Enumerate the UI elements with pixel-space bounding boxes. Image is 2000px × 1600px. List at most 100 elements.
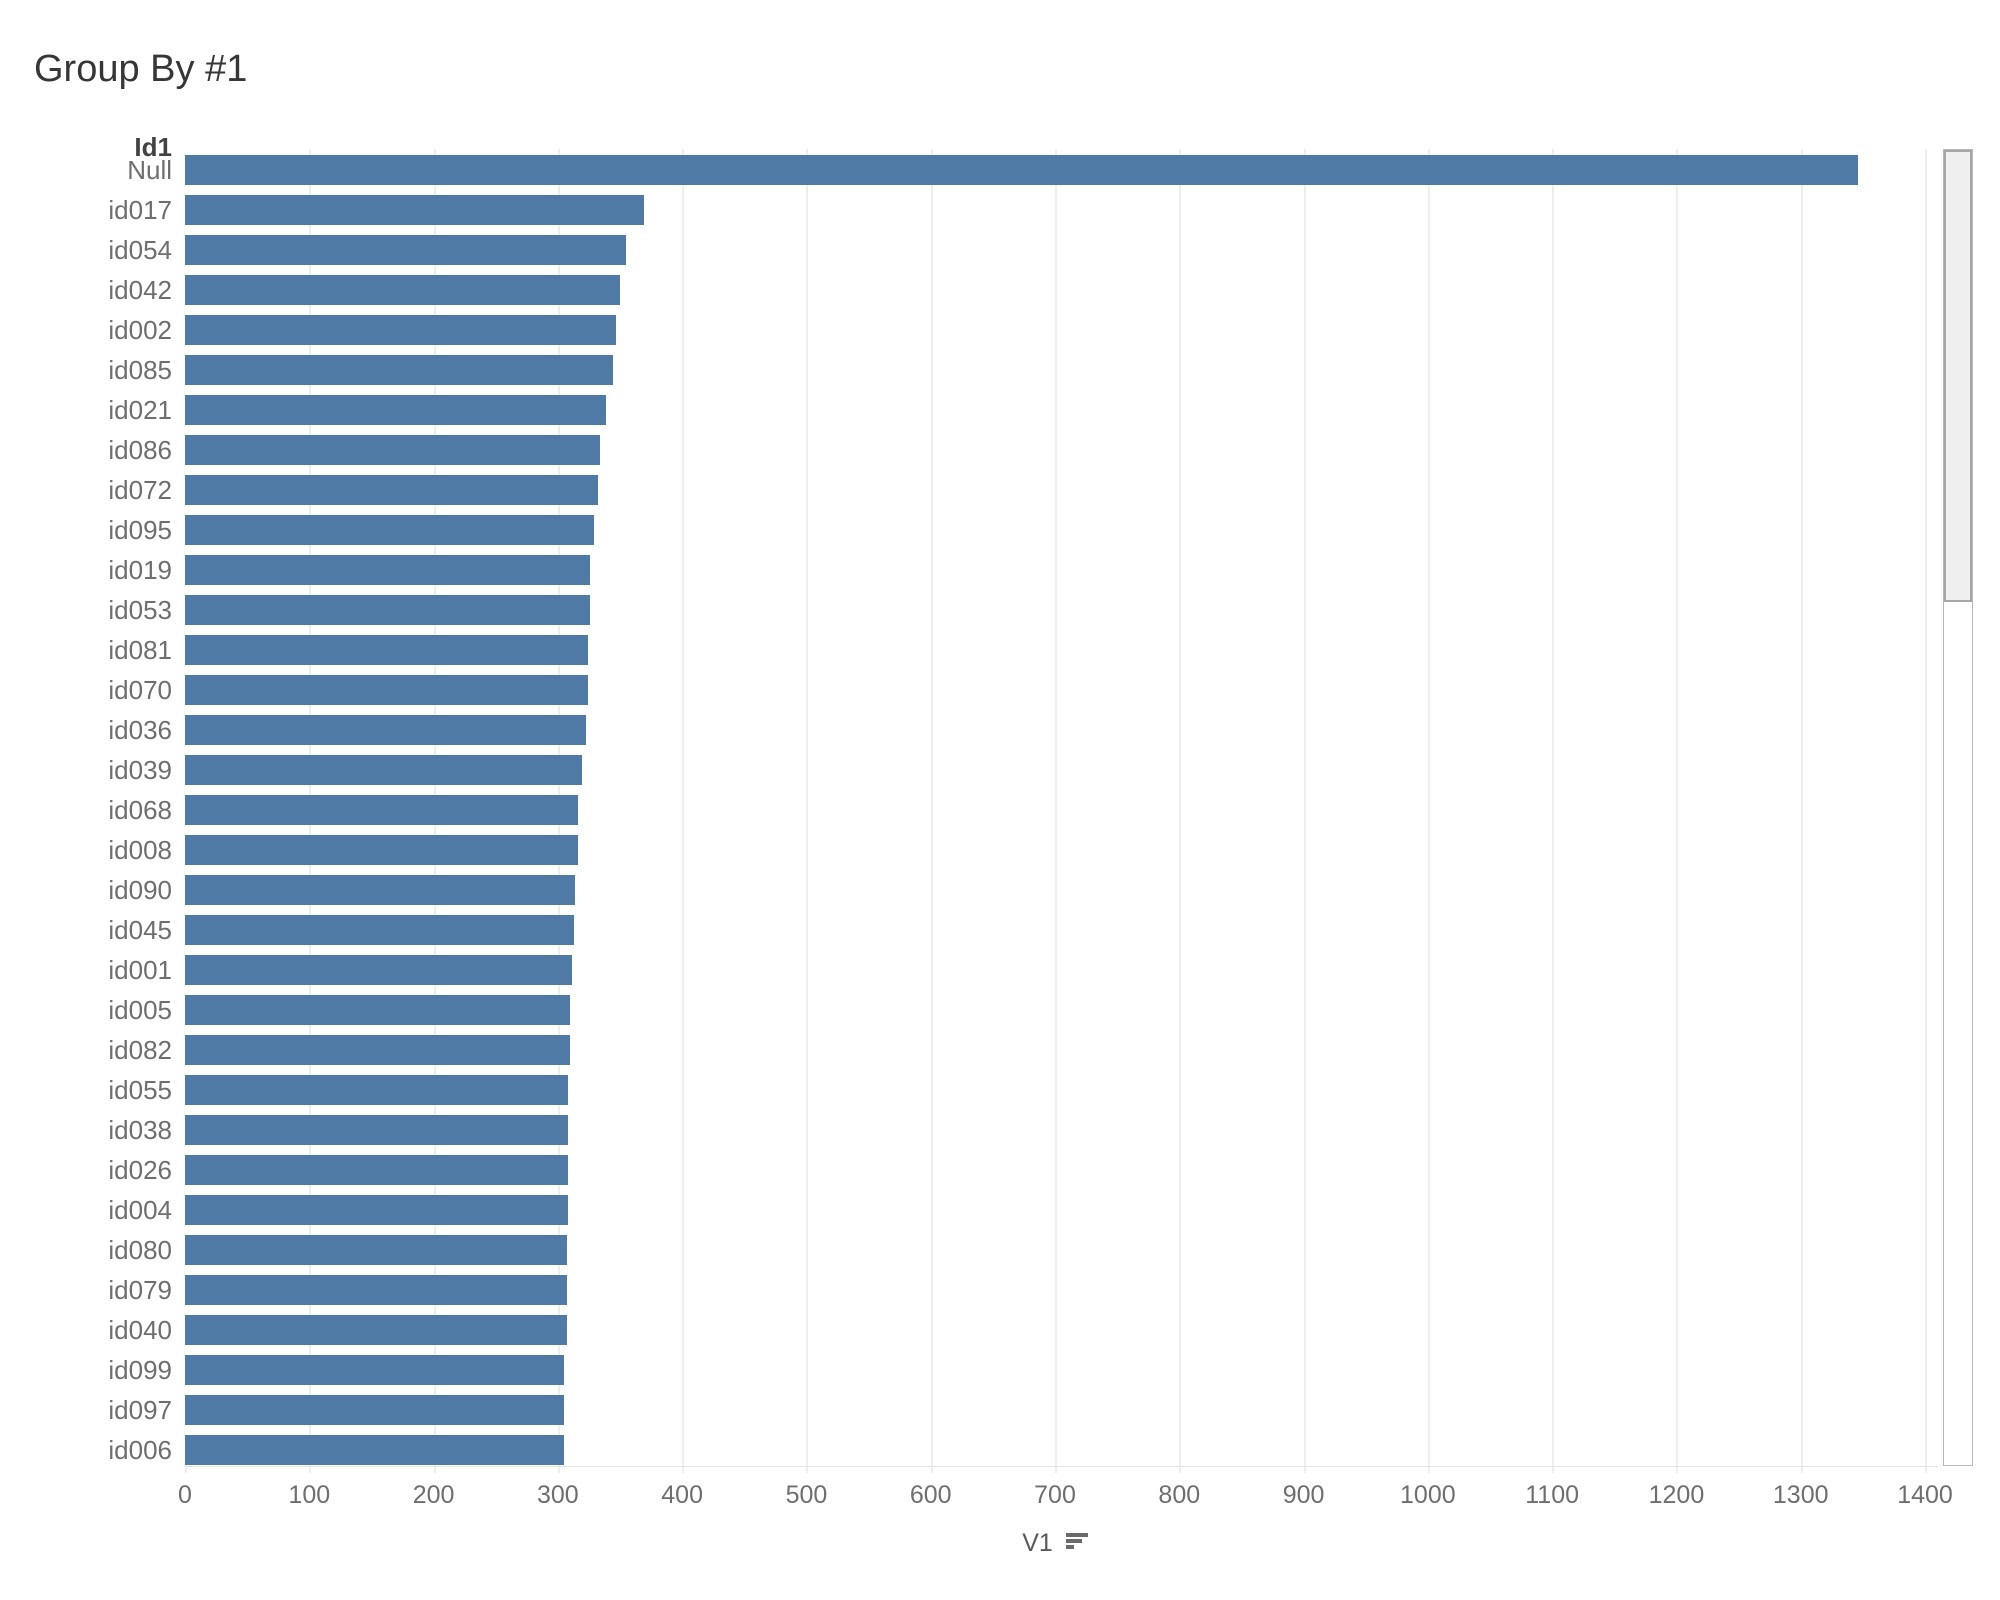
chart-row: id080 xyxy=(0,1230,1938,1270)
value-bar[interactable] xyxy=(185,275,620,305)
category-label[interactable]: id038 xyxy=(108,1114,172,1145)
value-bar[interactable] xyxy=(185,595,591,625)
category-label[interactable]: id036 xyxy=(108,714,172,745)
bar-area xyxy=(185,830,1938,870)
category-label[interactable]: id082 xyxy=(108,1034,172,1065)
value-bar[interactable] xyxy=(185,155,1858,185)
chart-row: id082 xyxy=(0,1030,1938,1070)
chart-row: id004 xyxy=(0,1190,1938,1230)
category-label[interactable]: id053 xyxy=(108,594,172,625)
x-tick-labels: 0 100 200 300 400 500 600 700 800 900 1000 1100 1200… xyxy=(0,1481,2000,1511)
value-bar[interactable] xyxy=(185,195,644,225)
value-bar[interactable] xyxy=(185,1035,571,1065)
value-bar[interactable] xyxy=(185,1115,568,1145)
value-bar[interactable] xyxy=(185,555,591,585)
category-label[interactable]: id042 xyxy=(108,274,172,305)
category-label[interactable]: id085 xyxy=(108,354,172,385)
bar-area xyxy=(185,1030,1938,1070)
x-tick-label: 300 xyxy=(536,1481,579,1509)
bar-area xyxy=(185,270,1938,310)
category-label[interactable]: id045 xyxy=(108,914,172,945)
bar-area xyxy=(185,550,1938,590)
category-label[interactable]: id086 xyxy=(108,434,172,465)
chart-row: id001 xyxy=(0,950,1938,990)
category-label[interactable]: id095 xyxy=(108,514,172,545)
value-bar[interactable] xyxy=(185,915,574,945)
chart-row: id055 xyxy=(0,1070,1938,1110)
category-label[interactable]: id079 xyxy=(108,1274,172,1305)
value-bar[interactable] xyxy=(185,395,607,425)
category-label[interactable]: id021 xyxy=(108,394,172,425)
category-label[interactable]: id026 xyxy=(108,1154,172,1185)
value-bar[interactable] xyxy=(185,675,588,705)
bar-area xyxy=(185,1110,1938,1150)
category-label[interactable]: id004 xyxy=(108,1194,172,1225)
value-bar[interactable] xyxy=(185,795,578,825)
category-label[interactable]: id002 xyxy=(108,314,172,345)
value-bar[interactable] xyxy=(185,1355,565,1385)
value-bar[interactable] xyxy=(185,475,598,505)
category-label[interactable]: id001 xyxy=(108,954,172,985)
vertical-scrollbar-track[interactable] xyxy=(1943,149,1973,1466)
value-bar[interactable] xyxy=(185,1235,567,1265)
sort-descending-icon[interactable] xyxy=(1065,1531,1088,1549)
category-label[interactable]: id006 xyxy=(108,1434,172,1465)
value-bar[interactable] xyxy=(185,755,582,785)
row-field-header[interactable]: Id1 xyxy=(134,132,172,162)
value-bar[interactable] xyxy=(185,1155,568,1185)
value-bar[interactable] xyxy=(185,235,627,265)
chart-row: id039 xyxy=(0,750,1938,790)
bar-area xyxy=(185,390,1938,430)
category-label[interactable]: id097 xyxy=(108,1394,172,1425)
value-bar[interactable] xyxy=(185,1075,568,1105)
category-label[interactable]: id019 xyxy=(108,554,172,585)
x-tick-label: 400 xyxy=(661,1481,703,1509)
value-bar[interactable] xyxy=(185,355,613,385)
category-label[interactable]: id008 xyxy=(108,834,172,865)
category-label[interactable]: id081 xyxy=(108,634,172,665)
x-axis-title: V1 xyxy=(1022,1529,1053,1557)
vertical-scrollbar-thumb[interactable] xyxy=(1944,150,1972,602)
value-bar[interactable] xyxy=(185,1195,568,1225)
category-label[interactable]: id090 xyxy=(108,874,172,905)
category-label[interactable]: id072 xyxy=(108,474,172,505)
bar-area xyxy=(185,1230,1938,1270)
value-bar[interactable] xyxy=(185,1435,565,1465)
value-bar[interactable] xyxy=(185,995,571,1025)
value-bar[interactable] xyxy=(185,1275,567,1305)
category-label[interactable]: id099 xyxy=(108,1354,172,1385)
value-bar[interactable] xyxy=(185,835,578,865)
chart-row: id072 xyxy=(0,470,1938,510)
category-label[interactable]: id070 xyxy=(108,674,172,705)
value-bar[interactable] xyxy=(185,1315,567,1345)
bar-area xyxy=(185,670,1938,710)
category-label[interactable]: id040 xyxy=(108,1314,172,1345)
x-tick-label: 700 xyxy=(1034,1481,1076,1509)
category-label[interactable]: id005 xyxy=(108,994,172,1025)
chart-row: id006 xyxy=(0,1430,1938,1470)
category-label[interactable]: id017 xyxy=(108,194,172,225)
x-axis-title-group: V1 xyxy=(185,1531,1925,1556)
chart-row: id002 xyxy=(0,310,1938,350)
chart-row: id019 xyxy=(0,550,1938,590)
rows: Null id017 id054 id042 id002 id085 xyxy=(0,150,1938,1470)
value-bar[interactable] xyxy=(185,315,617,345)
bar-area xyxy=(185,1190,1938,1230)
category-label[interactable]: id054 xyxy=(108,234,172,265)
chart-row: id042 xyxy=(0,270,1938,310)
bar-area xyxy=(185,150,1938,190)
category-label[interactable]: id055 xyxy=(108,1074,172,1105)
chart-row: id017 xyxy=(0,190,1938,230)
value-bar[interactable] xyxy=(185,955,572,985)
value-bar[interactable] xyxy=(185,875,576,905)
value-bar[interactable] xyxy=(185,635,588,665)
value-bar[interactable] xyxy=(185,515,594,545)
value-bar[interactable] xyxy=(185,435,601,465)
x-tick-label: 800 xyxy=(1158,1481,1201,1509)
value-bar[interactable] xyxy=(185,715,587,745)
value-bar[interactable] xyxy=(185,1395,565,1425)
category-label[interactable]: id080 xyxy=(108,1234,172,1265)
category-label[interactable]: id068 xyxy=(108,794,172,825)
category-label[interactable]: id039 xyxy=(108,754,172,785)
category-label[interactable]: Null xyxy=(127,154,172,185)
